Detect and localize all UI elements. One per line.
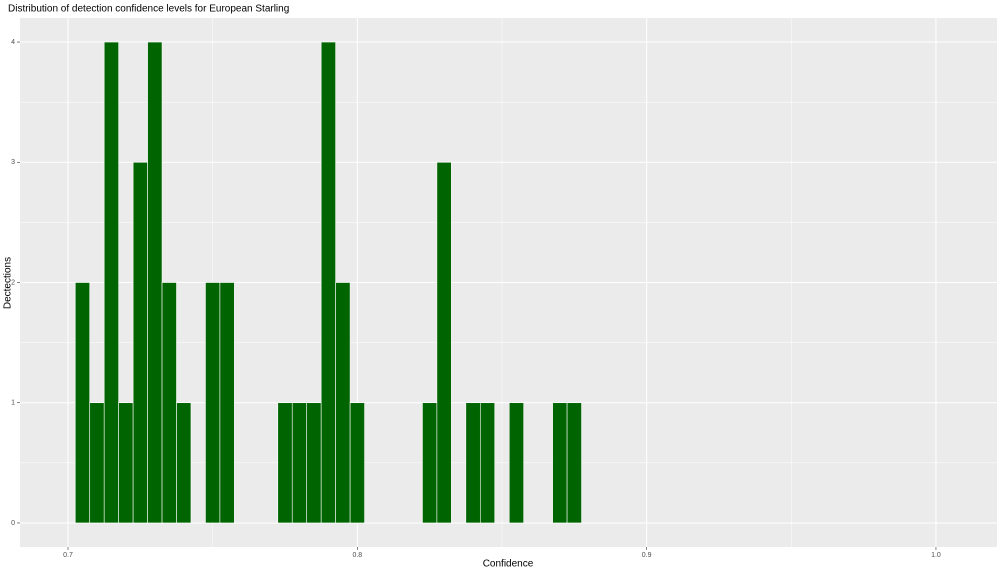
y-tick-label: 0 [11,520,15,527]
x-axis-label: Confidence [483,559,534,570]
bar [320,41,336,524]
bar [103,41,119,524]
bar [508,402,524,524]
bar [436,161,452,524]
x-tick-label: 0.7 [63,552,73,559]
chart-title: Distribution of detection confidence lev… [8,4,289,15]
bar [161,282,177,524]
bar [422,402,438,524]
bar [176,402,192,524]
bar [465,402,481,524]
x-tick-label: 0.9 [642,552,652,559]
y-axis-label: Dectections [3,257,14,309]
bar [74,282,91,524]
y-tick-label: 3 [11,159,15,166]
bar [566,402,582,524]
bar [306,402,322,524]
bar [118,402,134,524]
y-tick-label: 1 [11,400,15,407]
y-tick-label: 2 [11,279,15,286]
bar [479,402,496,524]
bar [205,282,221,524]
bar [147,41,163,524]
bar [219,282,235,524]
bar [552,402,568,524]
bar [335,282,351,524]
bar [291,402,308,524]
bar [349,402,365,524]
y-tick-label: 4 [11,39,15,46]
bar [277,402,293,524]
bar [89,402,105,524]
x-tick-label: 1.0 [931,552,941,559]
x-tick-label: 0.8 [352,552,362,559]
bar [132,161,148,524]
